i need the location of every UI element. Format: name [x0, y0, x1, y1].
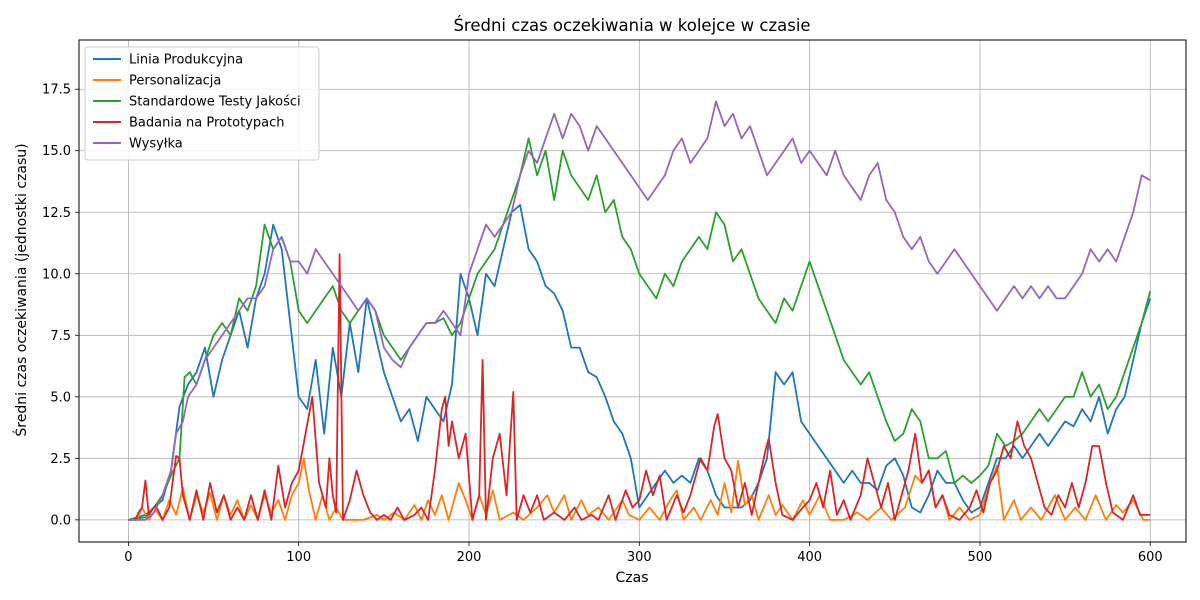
- series-line-5: [128, 100, 1151, 521]
- legend-label-1: Linia Produkcyjna: [129, 53, 243, 68]
- x-tick-label: 500: [968, 550, 993, 565]
- series-line-1: [128, 204, 1152, 521]
- x-tick-label: 0: [124, 550, 132, 565]
- y-axis-title: Średni czas oczekiwania (jednostki czasu…: [12, 143, 30, 436]
- legend-label-4: Badania na Prototypach: [129, 116, 284, 131]
- chart-title: Średni czas oczekiwania w kolejce w czas…: [453, 16, 810, 35]
- y-tick-label: 10.0: [42, 267, 71, 282]
- legend-label-3: Standardowe Testy Jakości: [129, 95, 301, 110]
- y-tick-label: 0.0: [50, 513, 71, 528]
- x-tick-label: 600: [1138, 550, 1163, 565]
- y-axis: 0.0 2.5 5.0 7.5 10.0 12.5 15.0 17.5: [42, 83, 79, 528]
- x-axis-title: Czas: [616, 570, 649, 586]
- legend: Linia Produkcyjna Personalizacja Standardo…: [84, 46, 320, 161]
- legend-label-2: Personalizacja: [129, 74, 221, 89]
- series-line-3: [128, 137, 1152, 521]
- x-tick-label: 100: [286, 550, 311, 565]
- legend-box: [84, 46, 320, 161]
- y-tick-label: 15.0: [42, 144, 71, 159]
- x-tick-label: 200: [457, 550, 482, 565]
- x-tick-label: 400: [797, 550, 822, 565]
- y-tick-label: 2.5: [50, 452, 71, 467]
- y-tick-label: 7.5: [50, 329, 71, 344]
- y-tick-label: 5.0: [50, 390, 71, 405]
- y-tick-label: 12.5: [42, 206, 71, 221]
- x-tick-label: 300: [627, 550, 652, 565]
- y-tick-label: 17.5: [42, 83, 71, 98]
- series-lines: [128, 100, 1152, 521]
- legend-label-5: Wysyłka: [129, 137, 183, 152]
- plot-frame: [78, 39, 1187, 543]
- series-line-4: [128, 253, 1151, 521]
- x-axis: 0 100 200 300 400 500 600: [124, 542, 1163, 565]
